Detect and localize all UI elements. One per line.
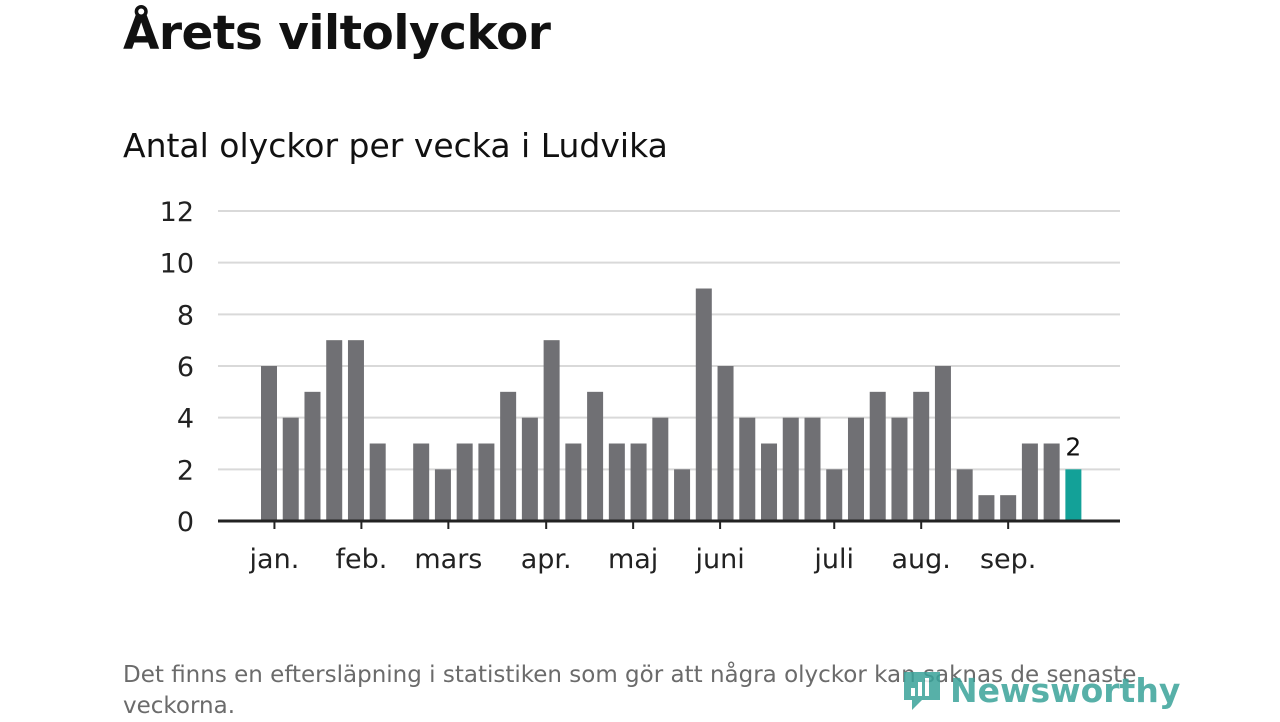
y-tick-label: 2 xyxy=(177,455,194,486)
bar xyxy=(652,417,669,521)
bar xyxy=(891,417,908,521)
bar xyxy=(282,417,299,521)
bar xyxy=(565,443,582,521)
bar xyxy=(261,366,277,521)
bar xyxy=(500,391,517,521)
bar xyxy=(413,443,430,521)
bar xyxy=(934,366,951,521)
data-labels: 2 xyxy=(1065,432,1081,461)
footnote: Det finns en eftersläpning i statistiken… xyxy=(123,662,1137,719)
bar-highlighted xyxy=(1065,469,1082,521)
y-tick-label: 0 xyxy=(177,507,194,538)
x-tick-label: maj xyxy=(608,544,658,575)
bar xyxy=(434,469,451,521)
y-tick-label: 4 xyxy=(177,404,194,435)
bar xyxy=(804,417,821,521)
bar xyxy=(826,469,843,521)
x-tick-label: sep. xyxy=(980,544,1036,575)
y-axis-ticks: 0 2 4 6 8 10 12 xyxy=(160,197,194,538)
bar xyxy=(630,443,647,521)
brand-logo: Newsworthy xyxy=(900,668,1180,712)
bar xyxy=(304,391,321,521)
x-tick-label: mars xyxy=(414,544,482,575)
data-label: 2 xyxy=(1065,432,1081,461)
bar xyxy=(674,469,691,521)
bar xyxy=(478,443,495,521)
page-title: Årets viltolyckor xyxy=(123,6,551,61)
bar xyxy=(869,391,886,521)
bar xyxy=(956,469,973,521)
x-tick-label: apr. xyxy=(521,544,572,575)
y-tick-label: 6 xyxy=(177,352,194,383)
x-tick-label: juli xyxy=(813,544,854,575)
x-tick-label: juni xyxy=(694,544,744,575)
y-tick-label: 10 xyxy=(160,249,194,280)
gridlines xyxy=(218,210,1120,471)
bar xyxy=(761,443,778,521)
x-tick-label: feb. xyxy=(335,544,387,575)
y-tick-label: 8 xyxy=(177,300,194,331)
newsworthy-logo-icon xyxy=(904,672,940,710)
bar xyxy=(326,340,343,521)
bar xyxy=(978,495,995,521)
x-tick-label: jan. xyxy=(249,544,300,575)
bar xyxy=(782,417,799,521)
bar xyxy=(847,417,864,521)
chart-subtitle: Antal olyckor per vecka i Ludvika xyxy=(123,126,668,165)
brand-name: Newsworthy xyxy=(950,670,1181,710)
bar xyxy=(1000,495,1017,521)
bar xyxy=(739,417,756,521)
bar xyxy=(456,443,473,521)
bars xyxy=(261,288,1082,521)
bar xyxy=(913,391,930,521)
bar xyxy=(587,391,604,521)
y-tick-label: 12 xyxy=(160,197,194,228)
bar xyxy=(369,443,386,521)
bar xyxy=(717,366,734,521)
x-axis-ticks: jan. feb. mars apr. maj juni juli aug. sep. xyxy=(249,521,1036,575)
bar xyxy=(1043,443,1060,521)
bar-chart: 0 2 4 6 8 10 12 jan. feb. mars apr. maj juni juli aug… xyxy=(160,197,1120,575)
bar xyxy=(695,288,712,521)
bar xyxy=(521,417,538,521)
bar xyxy=(543,340,560,521)
bar xyxy=(608,443,625,521)
bar xyxy=(347,340,364,521)
bar xyxy=(1021,443,1038,521)
x-tick-label: aug. xyxy=(892,544,951,575)
